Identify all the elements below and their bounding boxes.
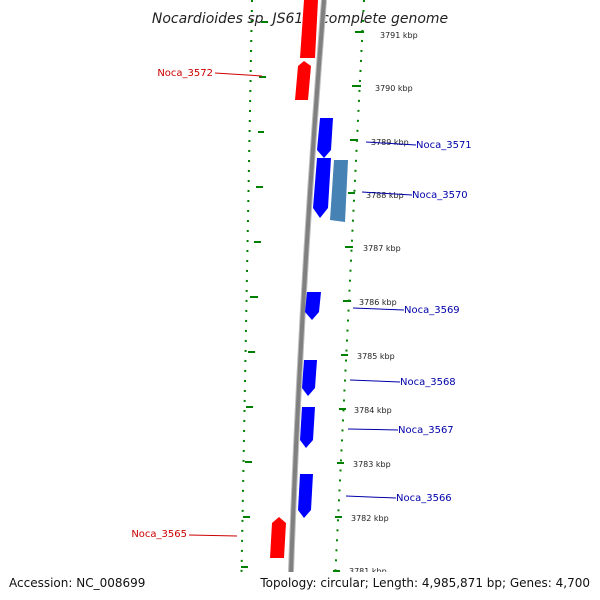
tick-label: 3790 kbp xyxy=(375,84,413,93)
gene-label-noca-3571: Noca_3571 xyxy=(416,140,472,151)
inner-dotted-ring xyxy=(240,0,253,600)
outer-tick-marks xyxy=(333,31,364,572)
map-title: Nocardioides sp. JS614, complete genome xyxy=(152,11,448,27)
leader-line xyxy=(352,307,405,311)
reverse-gene-top xyxy=(300,0,318,58)
forward-gene-noca-3569 xyxy=(305,292,321,320)
gene-label-noca-3566: Noca_3566 xyxy=(396,493,452,504)
tick-labels: 3791 kbp 3790 kbp 3789 kbp 3788 kbp 3787… xyxy=(349,31,418,576)
gene-label-noca-3572: Noca_3572 xyxy=(157,68,213,79)
forward-gene-noca-3568 xyxy=(302,360,317,396)
gene-label-noca-3567: Noca_3567 xyxy=(398,425,454,436)
forward-gene-noca-3566 xyxy=(298,474,313,518)
accession-text: Accession: NC_008699 xyxy=(9,576,145,590)
tick-label: 3781 kbp xyxy=(349,567,387,576)
gene-label-noca-3565: Noca_3565 xyxy=(131,529,187,540)
leader-line xyxy=(188,534,238,537)
tick-label: 3786 kbp xyxy=(359,298,397,307)
forward-gene-noca-3570 xyxy=(313,158,331,218)
reverse-gene-noca-3565 xyxy=(270,517,286,558)
rna-feature xyxy=(330,160,348,222)
tick-label: 3782 kbp xyxy=(351,514,389,523)
leader-line xyxy=(361,191,413,196)
leader-line xyxy=(347,428,399,431)
leader-line xyxy=(214,72,263,77)
footer-background xyxy=(0,572,600,600)
reverse-gene-noca-3572 xyxy=(295,61,311,100)
tick-label: 3789 kbp xyxy=(371,138,409,147)
backbone xyxy=(288,0,326,600)
leader-line xyxy=(365,141,417,146)
gene-labels: Noca_3572 Noca_3571 Noca_3570 Noca_3569 … xyxy=(131,68,471,540)
forward-gene-noca-3571 xyxy=(317,118,333,158)
gene-label-noca-3568: Noca_3568 xyxy=(400,377,456,388)
inner-tick-marks xyxy=(241,21,268,568)
tick-label: 3787 kbp xyxy=(363,244,401,253)
gene-features xyxy=(270,0,348,558)
tick-label: 3788 kbp xyxy=(366,191,404,200)
tick-label: 3785 kbp xyxy=(357,352,395,361)
tick-label: 3784 kbp xyxy=(354,406,392,415)
leader-line xyxy=(349,379,401,383)
tick-label: 3783 kbp xyxy=(353,460,391,469)
gene-label-noca-3570: Noca_3570 xyxy=(412,190,468,201)
tick-label: 3791 kbp xyxy=(380,31,418,40)
topology-text: Topology: circular; Length: 4,985,871 bp… xyxy=(259,576,590,590)
forward-gene-noca-3567 xyxy=(300,407,315,448)
gene-label-noca-3569: Noca_3569 xyxy=(404,305,460,316)
leader-line xyxy=(345,495,397,499)
